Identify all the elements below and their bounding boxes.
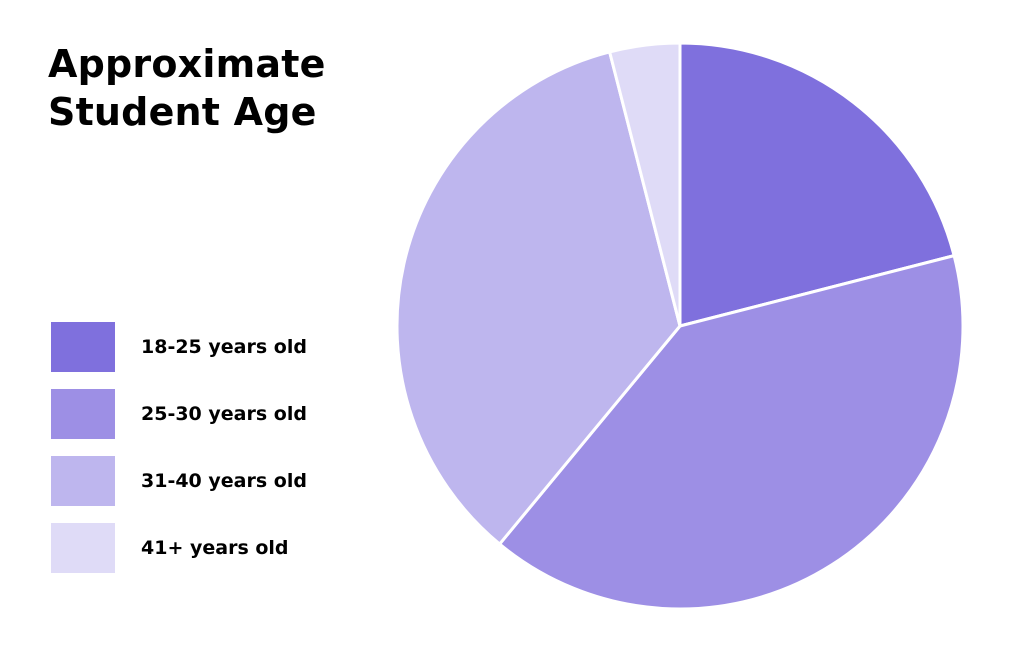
pie-slice (608, 41, 682, 328)
legend-label: 18-25 years old (141, 336, 307, 358)
legend-swatch (51, 389, 115, 439)
pie-slice (395, 50, 682, 546)
legend-item: 41+ years old (51, 523, 307, 573)
legend-item: 18-25 years old (51, 322, 307, 372)
legend-swatch (51, 523, 115, 573)
chart-title-line-1: Approximate (48, 42, 326, 86)
pie-slice (678, 41, 956, 328)
legend-label: 25-30 years old (141, 403, 307, 425)
legend-label: 31-40 years old (141, 470, 307, 492)
legend: 18-25 years old 25-30 years old 31-40 ye… (51, 322, 307, 590)
chart-title-line-2: Student Age (48, 90, 317, 134)
legend-swatch (51, 456, 115, 506)
legend-item: 31-40 years old (51, 456, 307, 506)
legend-item: 25-30 years old (51, 389, 307, 439)
legend-label: 41+ years old (141, 537, 289, 559)
chart-title: Approximate Student Age (48, 40, 368, 136)
legend-swatch (51, 322, 115, 372)
pie-slice (498, 254, 965, 611)
